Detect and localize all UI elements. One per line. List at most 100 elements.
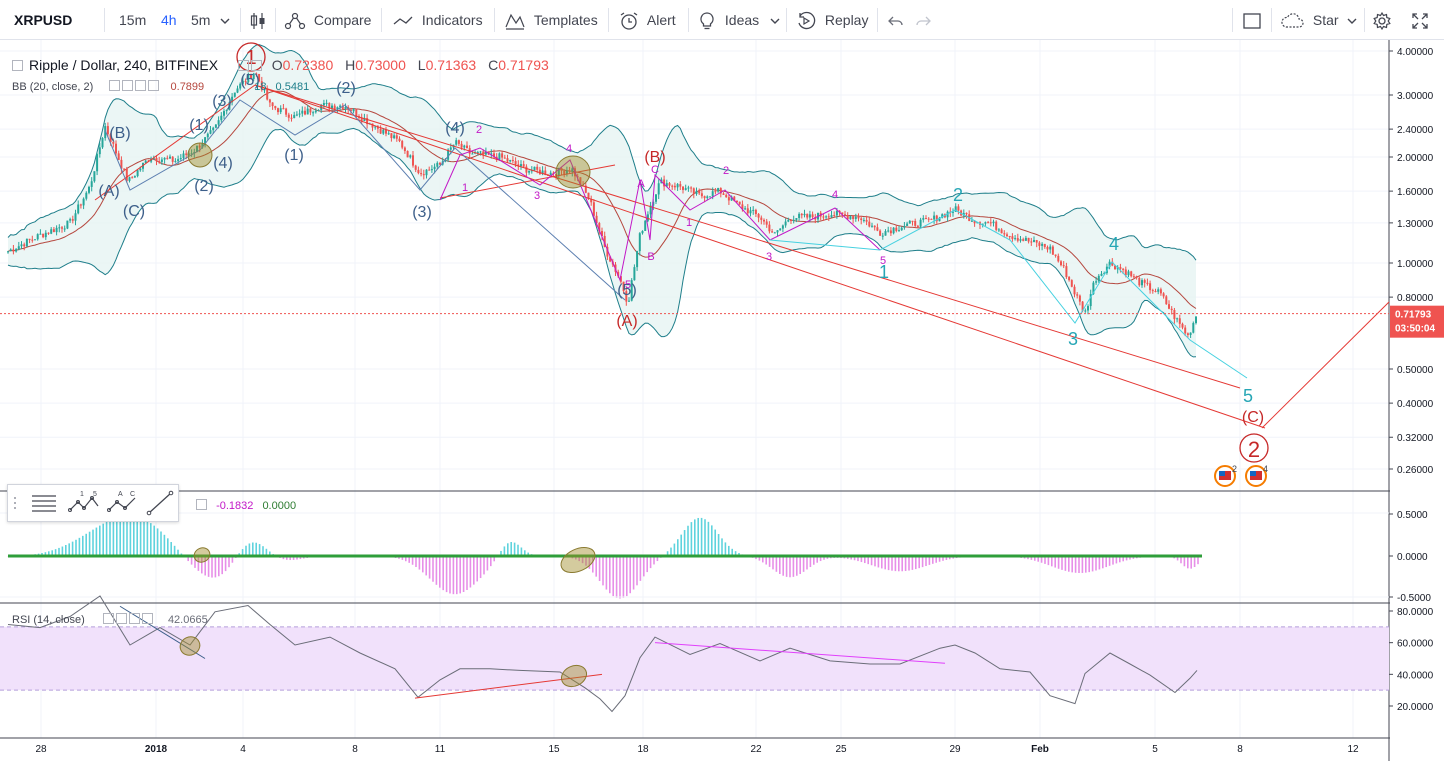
- candle-body: [601, 231, 603, 236]
- candle-body: [530, 170, 533, 172]
- candles-icon: [250, 13, 265, 30]
- candle-body: [1124, 269, 1127, 276]
- indicators-button[interactable]: Indicators: [392, 0, 483, 40]
- close-icon[interactable]: [141, 613, 153, 624]
- time-tick-label: 12: [1347, 744, 1359, 755]
- candle-body: [657, 183, 660, 195]
- undo-button[interactable]: [887, 0, 905, 40]
- candle-body: [906, 223, 909, 226]
- candle-body: [700, 193, 703, 197]
- templates-button[interactable]: Templates: [504, 0, 598, 40]
- candle-body: [1081, 301, 1084, 311]
- interval-5m[interactable]: 5m: [191, 12, 211, 28]
- alert-button[interactable]: Alert: [618, 0, 676, 40]
- wave-label-red-C: (C): [1242, 409, 1264, 426]
- toolbar-divider: [104, 8, 105, 32]
- macd-legend: -0.1832 0.0000: [194, 499, 296, 512]
- highlight-ellipse: [555, 155, 591, 189]
- settings-small-icon[interactable]: [122, 80, 134, 91]
- time-tick-label: 2018: [145, 744, 168, 755]
- wave-label-m-4b: 4: [832, 189, 838, 201]
- settings-small-icon[interactable]: [115, 613, 127, 624]
- fullscreen-button[interactable]: [1410, 0, 1430, 40]
- chart-type-button[interactable]: [249, 0, 267, 40]
- interval-4h[interactable]: 4h: [161, 12, 177, 28]
- add-icon[interactable]: [135, 80, 147, 91]
- wave-circle: [1239, 433, 1269, 463]
- candle-body: [617, 271, 620, 277]
- candle-body: [476, 152, 479, 154]
- candle-body: [646, 214, 649, 221]
- candle-body: [841, 212, 844, 215]
- candle-body: [1027, 237, 1030, 242]
- bb-lower-line: [7, 127, 1197, 358]
- eye-icon[interactable]: [237, 60, 249, 71]
- star-button[interactable]: Star: [1279, 0, 1339, 40]
- interval-15m[interactable]: 15m: [119, 12, 147, 28]
- candle-body: [781, 225, 784, 229]
- redo-button[interactable]: [914, 0, 932, 40]
- drag-handle[interactable]: [12, 488, 22, 518]
- star-dropdown[interactable]: [1347, 0, 1357, 40]
- eye-icon[interactable]: [109, 80, 121, 91]
- settings-button[interactable]: [1372, 0, 1392, 40]
- candle-body: [1051, 246, 1054, 255]
- candle-body: [247, 74, 250, 82]
- price-chart[interactable]: 12(A)(B)(C)(A)(B)(C)(1)(2)(3)(4)(5)(1)(2…: [0, 40, 1444, 761]
- candle-body: [252, 73, 255, 79]
- symbol-search[interactable]: XRPUSD: [14, 12, 73, 28]
- trend-line-tool-button[interactable]: [142, 488, 178, 518]
- replay-button[interactable]: Replay: [795, 0, 868, 40]
- candle-body: [744, 208, 747, 210]
- candle-body: [447, 149, 450, 160]
- undo-icon: [888, 16, 903, 26]
- eye-icon[interactable]: [102, 613, 114, 624]
- add-icon[interactable]: [128, 613, 140, 624]
- collapse-legend-icon[interactable]: [12, 60, 23, 71]
- compare-button[interactable]: Compare: [284, 0, 371, 40]
- close-icon[interactable]: [196, 499, 207, 510]
- candle-body: [1062, 265, 1065, 267]
- candle-body: [884, 231, 887, 236]
- candle-body: [1035, 240, 1038, 243]
- candle-body: [36, 234, 39, 240]
- price-axis-background: [1390, 40, 1444, 761]
- ideas-dropdown[interactable]: [770, 0, 780, 40]
- candle-body: [293, 114, 296, 118]
- candle-body: [941, 214, 944, 218]
- time-tick-label: 15: [548, 744, 560, 755]
- candle-body: [436, 162, 439, 167]
- chevron-down-icon: [770, 18, 780, 25]
- candle-body: [520, 164, 522, 167]
- candle-body: [185, 153, 188, 155]
- candle-body: [711, 191, 714, 197]
- fullscreen-layout-button[interactable]: [1242, 0, 1262, 40]
- candle-body: [479, 151, 482, 153]
- redo-icon: [916, 16, 931, 26]
- price-tick-label: 0.40000: [1397, 399, 1434, 410]
- lines-tool-button[interactable]: [26, 488, 62, 518]
- chart-area[interactable]: 1 2 (A) (B) (C) (A) (B) (C) (1) (2) (3) (4) (5) (1) (2…: [0, 40, 1444, 761]
- time-tick-label: 29: [949, 744, 961, 755]
- candle-body: [285, 108, 288, 115]
- candle-body: [568, 170, 571, 172]
- candle-body: [1138, 277, 1141, 286]
- ideas-button[interactable]: Ideas: [698, 0, 759, 40]
- candle-body: [790, 220, 792, 222]
- candle-body: [506, 158, 509, 162]
- candle-body: [727, 197, 730, 201]
- interval-dropdown[interactable]: [220, 0, 230, 40]
- candle-body: [981, 223, 984, 225]
- chevron-down-icon: [1347, 18, 1357, 25]
- square-icon: [1243, 13, 1261, 29]
- candle-body: [139, 168, 142, 171]
- settings-small-icon[interactable]: [250, 60, 262, 71]
- candle-body: [271, 102, 274, 107]
- candle-body: [309, 108, 312, 113]
- close-icon[interactable]: [148, 80, 160, 91]
- wave-label-t-1: 1: [879, 262, 889, 282]
- candle-body: [125, 168, 128, 181]
- candle-body: [892, 227, 895, 234]
